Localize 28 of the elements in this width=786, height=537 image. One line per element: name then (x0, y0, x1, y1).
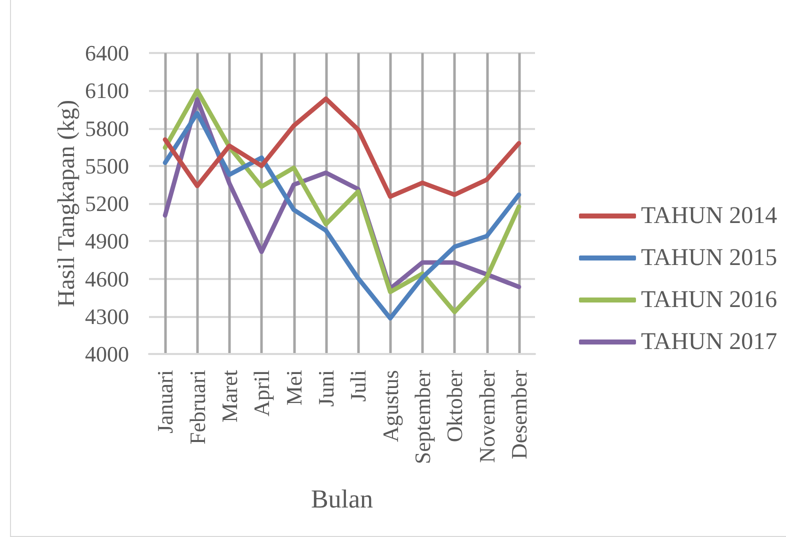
x-tick-label: Agustus (378, 370, 403, 442)
x-tick-label: Oktober (442, 369, 468, 442)
x-tick-label: Januari (152, 370, 178, 434)
x-tick-label: November (474, 369, 500, 463)
legend-label: TAHUN 2015 (641, 245, 778, 271)
x-tick-label: Mei (281, 370, 306, 406)
y-tick-label: 5800 (85, 116, 129, 141)
legend-label: TAHUN 2017 (641, 329, 778, 355)
x-tick-label: Juli (346, 370, 371, 402)
line-series (162, 96, 522, 199)
y-tick-label: 4900 (85, 228, 129, 254)
y-tick-label: 5500 (85, 153, 129, 178)
y-tick-label: 4300 (85, 304, 129, 329)
legend-label: TAHUN 2014 (641, 203, 778, 229)
x-axis-title: Bulan (310, 484, 374, 514)
x-tick-label: Desember (506, 369, 532, 460)
x-tick-label: September (410, 369, 435, 464)
x-tick-label: Maret (216, 370, 242, 423)
x-tick-label: Februari (184, 370, 210, 445)
legend-label: TAHUN 2016 (641, 287, 778, 313)
y-tick-label: 6400 (85, 40, 129, 66)
x-tick-label: April (249, 370, 274, 416)
y-axis-title: Hasil Tangkapan (kg) (54, 100, 80, 308)
y-tick-label: 4600 (85, 266, 129, 292)
y-tick-label: 5200 (85, 191, 129, 216)
y-tick-label: 4000 (85, 342, 129, 366)
y-tick-label: 6100 (85, 78, 129, 104)
x-tick-label: Juni (313, 370, 338, 407)
